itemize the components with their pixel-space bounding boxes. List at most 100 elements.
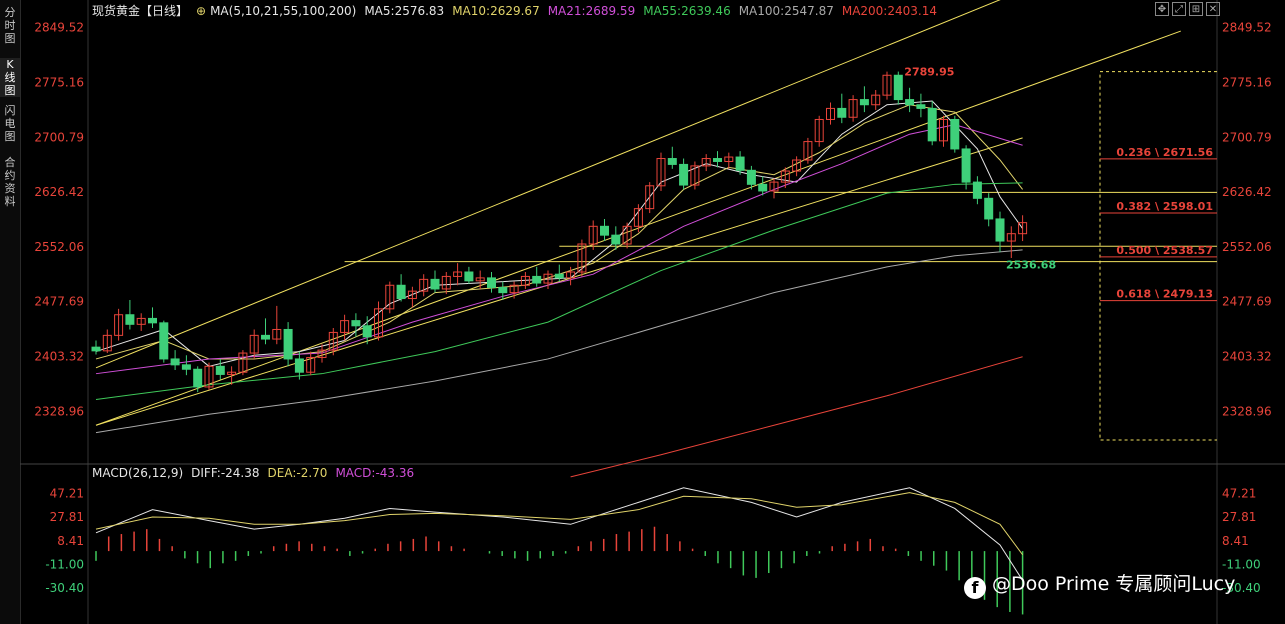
candle-body xyxy=(826,107,835,120)
facebook-icon: f xyxy=(964,577,986,599)
candle-body xyxy=(633,208,643,227)
macd-value-1: DEA:-2.70 xyxy=(267,466,328,480)
macd-tick-right: -30.40 xyxy=(1222,581,1261,595)
candle-body xyxy=(464,271,474,282)
candle-body xyxy=(272,328,282,340)
ma-params: MA(5,10,21,55,100,200) xyxy=(210,4,357,18)
candle-body xyxy=(758,183,768,192)
fib-level-label: 0.236 \ 2671.56 xyxy=(1116,146,1213,159)
candle-body xyxy=(814,118,824,143)
tab-contract-info[interactable]: 合 约 资 料 xyxy=(4,156,16,208)
candle-body xyxy=(611,234,621,245)
tab-kline[interactable]: K 线 图 xyxy=(0,58,20,97)
ma-value-5: MA200:2403.14 xyxy=(841,4,937,18)
price-tick-left: 2328.96 xyxy=(34,404,84,418)
price-tick-right: 2626.42 xyxy=(1222,185,1272,199)
candle-body xyxy=(215,365,225,375)
candle-body xyxy=(306,356,316,373)
candle-body xyxy=(882,74,892,96)
ma55-line xyxy=(95,182,1023,400)
price-tick-left: 2700.79 xyxy=(34,130,84,144)
price-tick-left: 2403.32 xyxy=(34,350,84,364)
candle-body xyxy=(871,94,881,106)
candle-body xyxy=(803,141,813,161)
ma-value-0: MA5:2576.83 xyxy=(364,4,445,18)
ma-value-2: MA21:2689.59 xyxy=(547,4,636,18)
tab-flash-chart[interactable]: 闪 电 图 xyxy=(4,104,16,143)
candle-body xyxy=(984,197,994,220)
macd-tick-left: -11.00 xyxy=(45,557,84,571)
macd-params: MACD(26,12,9) xyxy=(92,466,184,480)
macd-tick-right: 47.21 xyxy=(1222,487,1256,501)
candle-body xyxy=(543,273,553,284)
candle-body xyxy=(283,328,293,360)
price-tick-right: 2403.32 xyxy=(1222,350,1272,364)
tab-timeshare[interactable]: 分 时 图 xyxy=(4,6,16,45)
ma-header: 现货黄金【日线】 ⊕ MA(5,10,21,55,100,200) MA5:2576.… xyxy=(92,2,953,19)
ma-value-4: MA100:2547.87 xyxy=(738,4,834,18)
candle-body xyxy=(656,158,666,187)
candle-body xyxy=(441,275,451,290)
candle-body xyxy=(317,349,327,358)
candle-body xyxy=(238,352,248,373)
instrument-title: 现货黄金【日线】 xyxy=(92,4,189,18)
candle-body xyxy=(91,346,101,352)
candle-body xyxy=(577,243,587,273)
candle-body xyxy=(735,156,745,171)
price-tick-right: 2849.52 xyxy=(1222,21,1272,35)
macd-value-0: DIFF:-24.38 xyxy=(191,466,260,480)
candle-body xyxy=(600,225,609,236)
macd-header: MACD(26,12,9) DIFF:-24.38 DEA:-2.70 MACD:-4… xyxy=(92,466,430,480)
candle-body xyxy=(667,158,677,165)
candle-body xyxy=(1006,233,1016,242)
candle-body xyxy=(159,322,169,360)
candle-body xyxy=(136,317,146,325)
settings-icon[interactable]: ⊕ xyxy=(196,4,207,18)
fullscreen-icon[interactable]: ⤢ xyxy=(1172,2,1186,16)
candle-body xyxy=(746,169,756,185)
price-tick-left: 2552.06 xyxy=(34,240,84,254)
macd-diff-line xyxy=(95,487,1024,581)
candle-body xyxy=(498,286,508,294)
candle-body xyxy=(859,99,869,106)
candle-body xyxy=(780,170,790,183)
candle-body xyxy=(362,325,372,338)
channel-line xyxy=(95,0,1001,369)
candle-body xyxy=(724,156,734,162)
grid-icon[interactable]: ⊞ xyxy=(1189,2,1203,16)
candle-body xyxy=(114,314,124,336)
candle-body xyxy=(554,273,564,279)
ma21-line xyxy=(95,124,1023,375)
macd-tick-left: 47.21 xyxy=(50,487,84,501)
candle-body xyxy=(532,275,542,284)
ma-value-3: MA55:2639.46 xyxy=(643,4,731,18)
price-tick-right: 2477.69 xyxy=(1222,295,1272,309)
candle-body xyxy=(294,358,304,373)
ma5-line xyxy=(95,100,1024,367)
candle-body xyxy=(170,358,180,366)
candle-body xyxy=(893,74,903,101)
candle-body xyxy=(396,284,406,300)
candle-body xyxy=(837,107,847,118)
expand-icon[interactable]: ✥ xyxy=(1155,2,1169,16)
candle-body xyxy=(351,320,361,327)
price-tick-right: 2700.79 xyxy=(1222,130,1272,144)
fib-level-label: 0.382 \ 2598.01 xyxy=(1116,200,1213,213)
candle-body xyxy=(769,181,779,192)
candle-body xyxy=(701,158,711,167)
candle-body xyxy=(679,163,689,186)
macd-tick-right: -11.00 xyxy=(1222,557,1261,571)
candle-body xyxy=(961,148,971,183)
candle-body xyxy=(792,159,802,172)
candle-body xyxy=(419,278,429,292)
candle-body xyxy=(995,218,1005,242)
fib-level-label: 0.500 \ 2538.57 xyxy=(1116,244,1213,257)
macd-tick-right: 27.81 xyxy=(1222,510,1256,524)
close-icon[interactable]: ✕ xyxy=(1206,2,1220,16)
candle-body xyxy=(713,158,722,162)
candle-body xyxy=(453,271,463,277)
macd-tick-left: -30.40 xyxy=(45,581,84,595)
ma200-line xyxy=(570,356,1023,478)
candle-body xyxy=(645,185,655,210)
